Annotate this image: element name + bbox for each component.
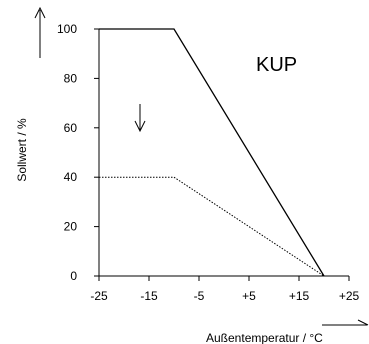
x-tick-label: -5 <box>194 289 205 303</box>
x-tick-label: +15 <box>289 289 310 303</box>
x-tick-label: +25 <box>339 289 360 303</box>
down-arrow-head <box>134 120 146 133</box>
y-axis-title: Sollwert / % <box>15 118 29 182</box>
y-tick-label: 20 <box>64 220 78 234</box>
y-tick-label: 40 <box>64 170 78 184</box>
annotation-kup: KUP <box>256 54 297 76</box>
y-tick-label: 60 <box>64 121 78 135</box>
y-tick-label: 80 <box>64 71 78 85</box>
y-tick-label: 0 <box>70 269 77 283</box>
y-axis-arrow-head <box>34 6 46 19</box>
y-tick-label: 100 <box>57 22 77 36</box>
x-tick-label: -25 <box>90 289 108 303</box>
series-line-dotted <box>99 176 325 277</box>
x-axis-arrow-head <box>357 319 369 326</box>
x-axis-title: Außentemperatur / °C <box>206 331 323 344</box>
series-line-solid <box>99 28 325 277</box>
x-tick-label: -15 <box>140 289 158 303</box>
x-tick-label: +5 <box>242 289 256 303</box>
